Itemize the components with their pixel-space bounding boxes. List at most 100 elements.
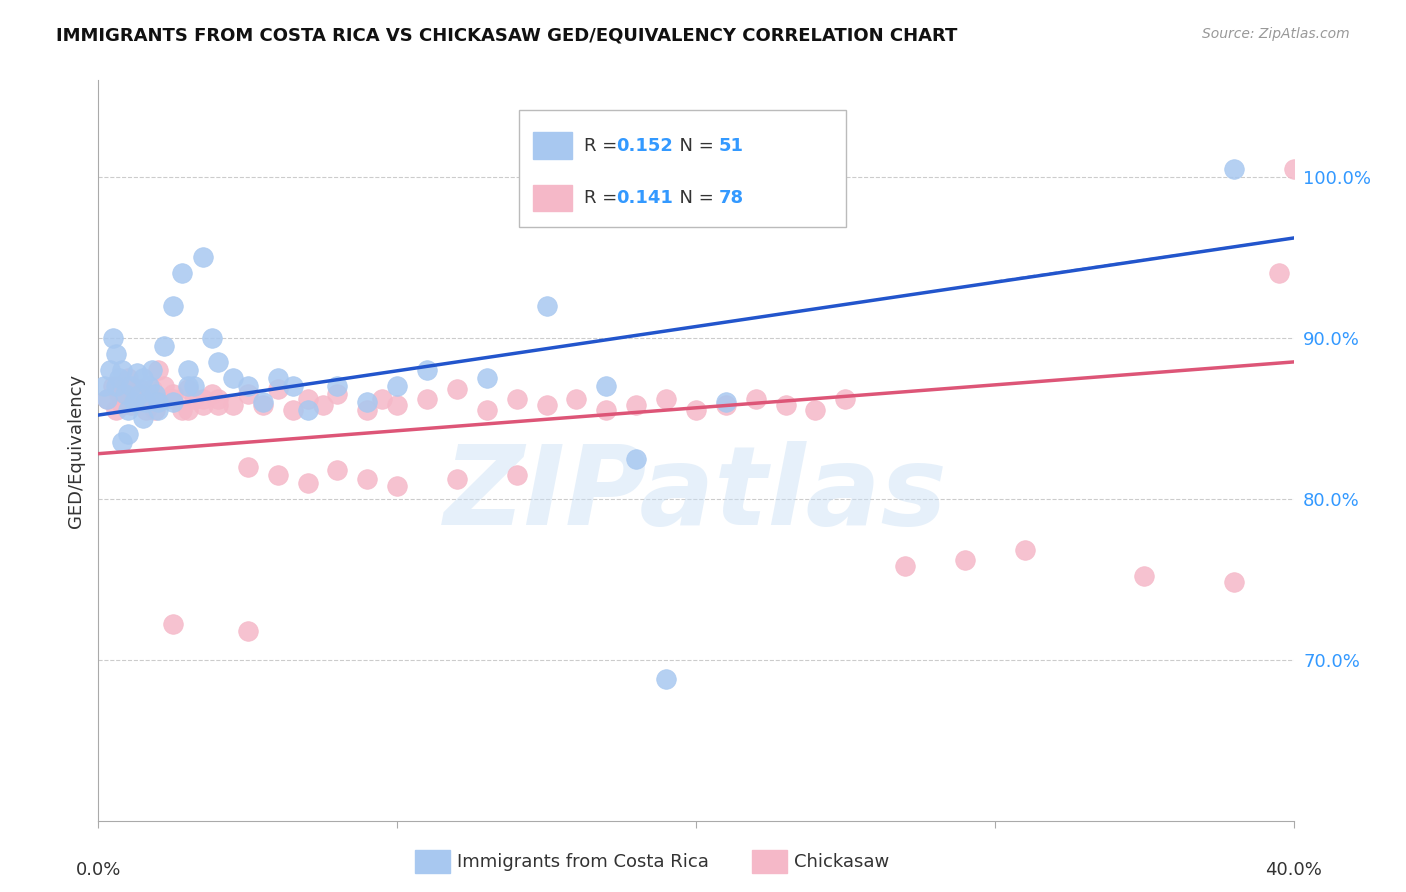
Point (191, 398, 214, 412)
Text: 0.0%: 0.0% (76, 861, 121, 879)
Point (153, 379, 176, 393)
Point (141, 363, 163, 377)
Point (536, 299, 558, 313)
Point (162, 387, 184, 401)
Point (595, 379, 617, 393)
Point (506, 392, 529, 406)
Point (177, 363, 200, 377)
Point (162, 395, 184, 409)
FancyBboxPatch shape (415, 850, 450, 873)
Text: N =: N = (668, 136, 720, 154)
Point (714, 395, 737, 409)
Point (191, 392, 214, 406)
Point (148, 403, 170, 417)
Point (191, 250, 214, 264)
Point (120, 379, 142, 393)
Point (326, 379, 349, 393)
Point (201, 387, 224, 401)
Point (143, 403, 166, 417)
Point (626, 398, 648, 412)
Point (1282, 161, 1305, 176)
Point (127, 392, 149, 406)
Point (129, 387, 152, 401)
Point (105, 347, 128, 361)
Point (416, 363, 439, 377)
Text: 0.141: 0.141 (616, 189, 673, 207)
Point (111, 398, 134, 412)
Point (183, 379, 205, 393)
Point (385, 398, 409, 412)
Point (745, 392, 768, 406)
Point (96, 392, 118, 406)
Point (132, 387, 155, 401)
Point (103, 379, 125, 393)
Point (626, 451, 648, 466)
Point (685, 403, 707, 417)
Point (804, 403, 827, 417)
Point (162, 392, 184, 406)
Point (162, 299, 184, 313)
Point (124, 387, 146, 401)
Point (297, 403, 319, 417)
Point (267, 467, 290, 482)
Text: 78: 78 (718, 189, 744, 207)
Point (135, 403, 157, 417)
Point (236, 387, 259, 401)
Point (103, 331, 125, 345)
Point (153, 339, 176, 353)
Point (1372, 628, 1395, 642)
Point (138, 379, 160, 393)
Point (371, 392, 394, 406)
Point (595, 403, 617, 417)
Point (148, 363, 170, 377)
Point (108, 371, 131, 385)
Text: Immigrants from Costa Rica: Immigrants from Costa Rica (457, 853, 709, 871)
Point (446, 472, 468, 486)
Point (177, 379, 200, 393)
Point (96, 392, 118, 406)
Point (252, 398, 274, 412)
Point (172, 267, 194, 281)
Point (281, 379, 304, 393)
Text: R =: R = (583, 136, 623, 154)
Point (655, 392, 678, 406)
Text: Chickasaw: Chickasaw (794, 853, 890, 871)
Text: R =: R = (583, 189, 623, 207)
Point (1343, 620, 1365, 634)
Point (236, 624, 259, 638)
Point (138, 392, 160, 406)
Point (117, 427, 139, 442)
Point (1133, 569, 1156, 583)
Point (114, 387, 136, 401)
Point (267, 382, 290, 396)
Point (236, 459, 259, 474)
Point (127, 366, 149, 380)
Point (162, 617, 184, 632)
Text: 40.0%: 40.0% (1265, 861, 1322, 879)
Point (111, 435, 134, 450)
Point (297, 392, 319, 406)
Point (311, 398, 333, 412)
Point (236, 379, 259, 393)
Point (356, 472, 378, 486)
Point (143, 387, 166, 401)
Point (834, 392, 856, 406)
Point (132, 371, 155, 385)
Point (222, 398, 245, 412)
Point (446, 382, 468, 396)
Point (252, 395, 274, 409)
Point (207, 398, 229, 412)
Point (120, 398, 142, 412)
Point (356, 403, 378, 417)
Text: N =: N = (668, 189, 720, 207)
Point (132, 387, 155, 401)
FancyBboxPatch shape (533, 132, 572, 159)
Point (894, 559, 917, 574)
Point (506, 467, 529, 482)
FancyBboxPatch shape (752, 850, 787, 873)
Text: 0.152: 0.152 (616, 136, 673, 154)
Point (775, 398, 797, 412)
Point (105, 403, 128, 417)
Point (475, 371, 498, 385)
Point (201, 331, 224, 345)
